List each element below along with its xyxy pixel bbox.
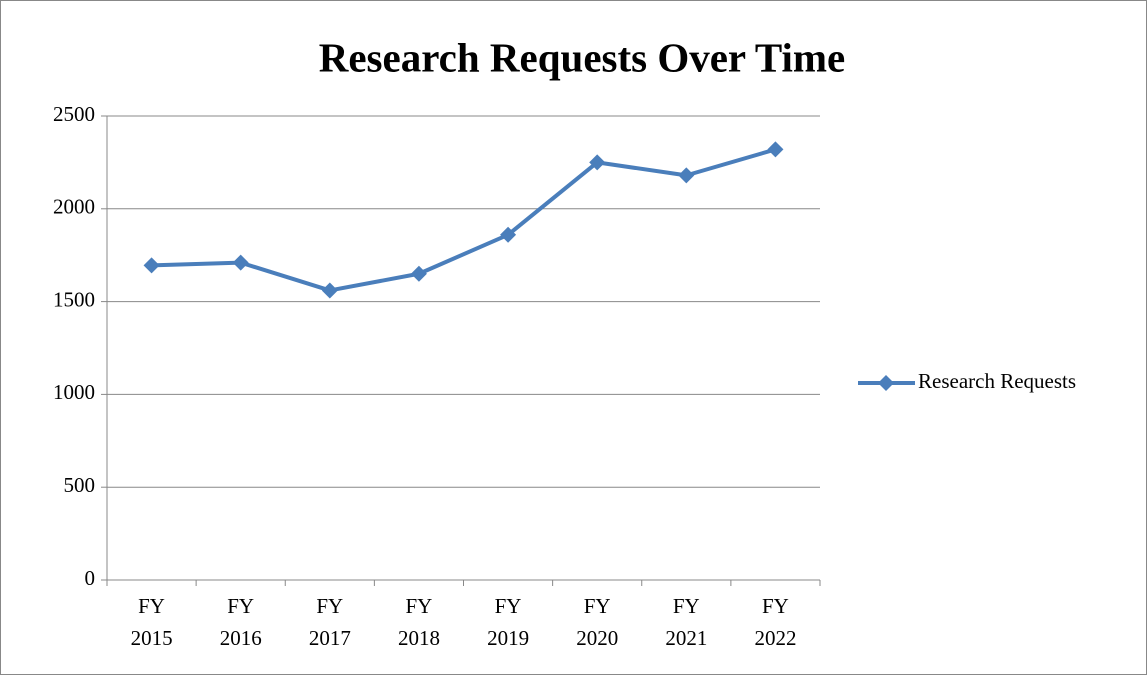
legend-marker	[878, 375, 894, 391]
legend-label: Research Requests	[918, 369, 1076, 393]
x-tick-label: FY 2017	[309, 594, 351, 650]
y-tick-label: 1000	[53, 380, 95, 404]
y-tick-label: 1500	[53, 287, 95, 311]
marker	[410, 265, 427, 282]
x-tick-label: FY 2022	[754, 594, 796, 650]
marker	[589, 154, 606, 171]
marker	[232, 254, 249, 271]
x-tick-label: FY 2019	[487, 594, 529, 650]
x-tick-label: FY 2018	[398, 594, 440, 650]
line	[151, 147, 776, 293]
x-tick-label: FY 2020	[576, 594, 618, 650]
x-tick-label: FY 2015	[131, 594, 173, 650]
y-tick-label: 0	[85, 566, 96, 590]
marker	[678, 167, 695, 184]
y-tick-label: 500	[64, 473, 96, 497]
marker	[500, 226, 517, 243]
x-tick-label: FY 2016	[220, 594, 262, 650]
chart-title: Research Requests Over Time	[319, 34, 846, 80]
marker	[143, 257, 160, 274]
y-tick-label: 2500	[53, 102, 95, 126]
marker	[321, 282, 338, 299]
x-tick-label: FY 2021	[665, 594, 707, 650]
marker	[767, 141, 784, 158]
y-tick-label: 2000	[53, 195, 95, 219]
